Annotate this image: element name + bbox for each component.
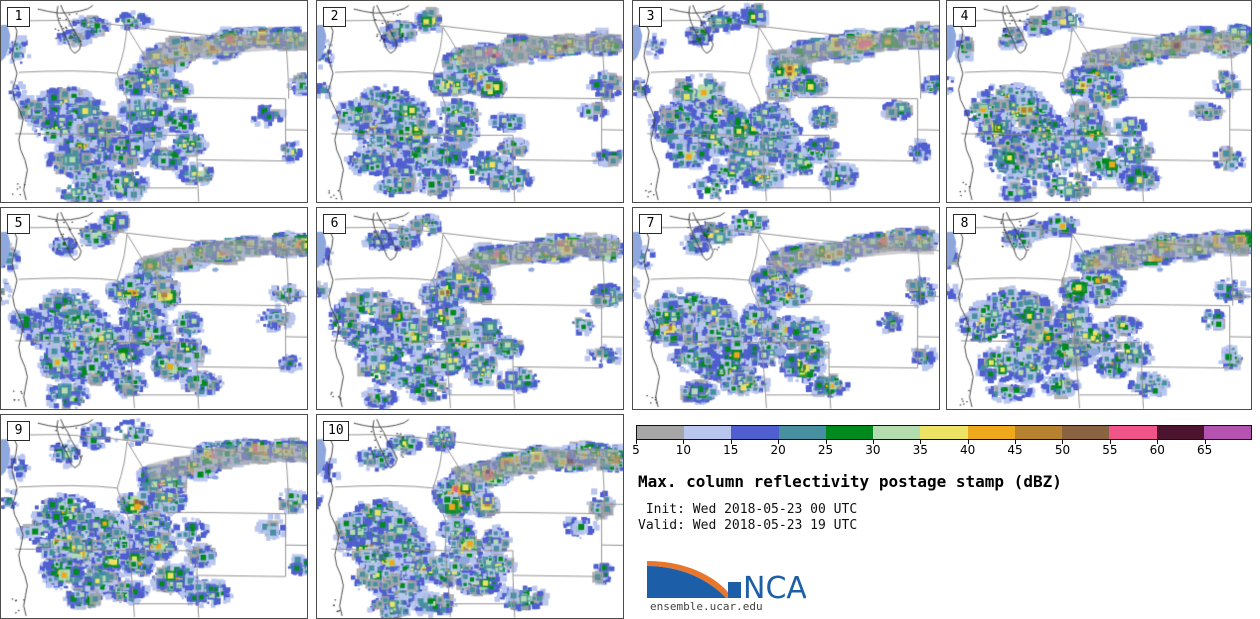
colorbar-ticklabel-5: 5 xyxy=(632,443,640,457)
colorbar-swatch-45-50 xyxy=(1014,426,1063,439)
stamp-panel-7[interactable]: 7 xyxy=(632,207,940,410)
colorbar-tick-50 xyxy=(1062,440,1064,444)
figure-title: Max. column reflectivity postage stamp (… xyxy=(638,472,1062,491)
reflectivity-colorbar xyxy=(636,425,1252,440)
colorbar-tick-10 xyxy=(683,440,685,444)
colorbar-ticklabel-30: 30 xyxy=(865,443,881,457)
colorbar-tick-60 xyxy=(1157,440,1159,444)
colorbar-tick-40 xyxy=(967,440,969,444)
colorbar-swatch-50-55 xyxy=(1062,426,1110,439)
ncar-logo: NCAR xyxy=(647,561,806,599)
colorbar-swatch-15-20 xyxy=(731,426,779,439)
stamp-panel-3-map xyxy=(633,1,939,202)
valid-time-label: Valid: Wed 2018-05-23 19 UTC xyxy=(638,518,858,533)
colorbar-swatch-5-10 xyxy=(637,426,685,439)
stamp-panel-4[interactable]: 4 xyxy=(946,0,1252,203)
colorbar-swatch-35-40 xyxy=(920,426,968,439)
stamp-panel-4-label: 4 xyxy=(953,7,976,27)
stamp-panel-10-label: 10 xyxy=(323,421,349,441)
stamp-panel-4-map xyxy=(947,1,1251,202)
colorbar-ticklabel-65: 65 xyxy=(1196,443,1213,457)
colorbar-swatch-40-45 xyxy=(967,426,1015,439)
colorbar-ticklabel-15: 15 xyxy=(723,443,739,457)
colorbar-ticklabel-25: 25 xyxy=(817,443,834,457)
colorbar-swatch-25-30 xyxy=(825,426,874,439)
colorbar-ticklabel-50: 50 xyxy=(1054,443,1071,457)
colorbar-ticklabel-35: 35 xyxy=(912,443,928,457)
stamp-panel-8[interactable]: 8 xyxy=(946,207,1252,410)
stamp-panel-2-label: 2 xyxy=(323,7,346,27)
stamp-panel-6-label: 6 xyxy=(323,214,346,234)
colorbar-tick-55 xyxy=(1109,440,1111,444)
colorbar-swatch-20-25 xyxy=(778,426,826,439)
stamp-panel-9-map xyxy=(1,415,307,618)
stamp-panel-1[interactable]: 1 xyxy=(0,0,308,203)
colorbar-swatch-30-35 xyxy=(873,426,921,439)
stamp-panel-1-map xyxy=(1,1,307,202)
colorbar-tick-30 xyxy=(872,440,874,444)
stamp-panel-7-map xyxy=(633,208,939,409)
stamp-panel-9-label: 9 xyxy=(7,421,30,441)
legend-area: 5 10 15 20 25 30 35 40 45 50 55 60 65 Max. column re… xyxy=(632,416,1260,619)
colorbar-tick-35 xyxy=(920,440,922,444)
stamp-panel-1-label: 1 xyxy=(7,7,30,27)
stamp-panel-6[interactable]: 6 xyxy=(316,207,624,410)
colorbar-swatch-60-65 xyxy=(1156,426,1204,439)
colorbar-tick-15 xyxy=(730,440,732,444)
colorbar-tick-20 xyxy=(778,440,780,444)
colorbar-tick-labels: 5 10 15 20 25 30 35 40 45 50 55 60 65 xyxy=(632,440,1252,457)
stamp-panel-5[interactable]: 5 xyxy=(0,207,308,410)
colorbar-ticklabel-60: 60 xyxy=(1149,443,1165,457)
stamp-panel-7-label: 7 xyxy=(639,214,662,234)
stamp-panel-2-map xyxy=(317,1,623,202)
colorbar-swatch-10-15 xyxy=(684,426,732,439)
colorbar-tick-5 xyxy=(636,440,637,444)
stamp-panel-8-label: 8 xyxy=(953,214,976,234)
colorbar-ticklabel-45: 45 xyxy=(1007,443,1023,457)
stamp-panel-10[interactable]: 10 xyxy=(316,414,624,619)
colorbar-ticklabel-20: 20 xyxy=(770,443,786,457)
stamp-panel-6-map xyxy=(317,208,623,409)
stamp-panel-3-label: 3 xyxy=(639,7,662,27)
colorbar-ticklabel-40: 40 xyxy=(960,443,976,457)
stamp-panel-2[interactable]: 2 xyxy=(316,0,624,203)
stamp-panel-5-map xyxy=(1,208,307,409)
colorbar-ticklabel-55: 55 xyxy=(1102,443,1118,457)
ncar-url-label: ensemble.ucar.edu xyxy=(650,600,763,613)
colorbar-swatch-65-70 xyxy=(1203,426,1252,439)
stamp-panel-3[interactable]: 3 xyxy=(632,0,940,203)
colorbar-tick-45 xyxy=(1015,440,1017,444)
colorbar-tick-25 xyxy=(825,440,827,444)
ncar-logo-text: NCAR xyxy=(743,571,806,599)
init-time-label: Init: Wed 2018-05-23 00 UTC xyxy=(638,502,858,517)
stamp-panel-8-map xyxy=(947,208,1251,409)
colorbar-ticklabel-10: 10 xyxy=(675,443,692,457)
stamp-panel-10-map xyxy=(317,415,623,618)
stamp-panel-5-label: 5 xyxy=(7,214,30,234)
colorbar-tick-65 xyxy=(1204,440,1206,444)
colorbar-swatch-55-60 xyxy=(1109,426,1157,439)
stamp-panel-9[interactable]: 9 xyxy=(0,414,308,619)
